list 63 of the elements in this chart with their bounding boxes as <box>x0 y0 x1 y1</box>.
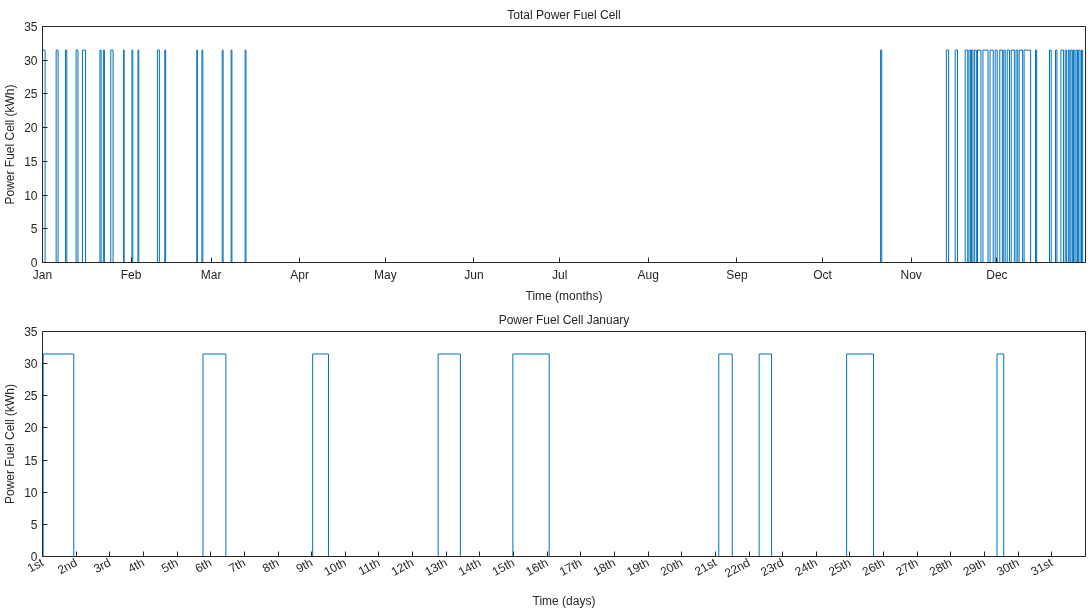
x-tick-label: Aug <box>637 267 659 282</box>
x-tick-label: 13th <box>422 555 450 579</box>
x-tick-label: 21st <box>692 555 720 579</box>
x-tick-label: 28th <box>927 555 955 579</box>
y-tick-label: 20 <box>24 421 38 436</box>
x-tick-label: 26th <box>859 555 887 579</box>
x-tick-label: Dec <box>986 267 1008 282</box>
x-tick-label: Apr <box>290 267 310 282</box>
y-tick-label: 15 <box>24 453 38 468</box>
x-axis-title: Time (months) <box>525 288 603 303</box>
chart-title: Total Power Fuel Cell <box>507 7 621 22</box>
y-axis-title: Power Fuel Cell (kWh) <box>3 84 18 205</box>
y-tick-label: 25 <box>24 389 38 404</box>
y-tick-label: 35 <box>24 20 38 34</box>
x-tick-label: 3rd <box>91 555 114 576</box>
y-tick-label: 5 <box>30 517 38 532</box>
y-tick-label: 10 <box>24 485 38 500</box>
x-tick-label: 20th <box>657 555 686 579</box>
y-tick-label: 30 <box>24 53 38 68</box>
x-tick-label: Sep <box>726 267 748 282</box>
x-tick-label: 25th <box>826 555 854 579</box>
x-tick-label: Nov <box>900 267 922 282</box>
y-tick-label: 25 <box>24 87 38 102</box>
y-tick-label: 30 <box>24 357 38 372</box>
x-tick-label: Jun <box>464 267 484 282</box>
x-tick-label: 23rd <box>758 555 787 580</box>
x-tick-label: 11th <box>355 555 383 579</box>
x-axis-title: Time (days) <box>532 593 596 608</box>
x-tick-label: Feb <box>120 267 142 282</box>
x-tick-label: 6th <box>192 555 215 576</box>
x-tick-label: 2nd <box>55 555 80 578</box>
x-tick-label: Jul <box>552 267 568 282</box>
x-tick-label: 29th <box>960 555 988 579</box>
x-tick-label: 10th <box>321 555 349 579</box>
x-tick-label: 5th <box>159 555 181 576</box>
y-tick-label: 15 <box>24 154 38 169</box>
x-tick-label: May <box>374 267 397 282</box>
x-tick-label: 7th <box>226 555 248 576</box>
x-tick-label: Jan <box>32 267 53 282</box>
x-tick-label: 31st <box>1028 555 1056 579</box>
x-tick-label: 22nd <box>722 555 753 581</box>
x-tick-label: 19th <box>624 555 652 579</box>
x-tick-label: Oct <box>813 267 833 282</box>
x-tick-label: 18th <box>590 555 618 579</box>
y-tick-label: 5 <box>30 222 38 237</box>
y-axis-title: Power Fuel Cell (kWh) <box>3 383 18 505</box>
x-tick-label: 24th <box>792 555 820 579</box>
x-tick-label: 17th <box>556 555 585 579</box>
x-tick-label: 9th <box>293 555 316 576</box>
y-tick-label: 10 <box>24 188 38 203</box>
x-tick-label: 16th <box>523 555 551 579</box>
x-tick-label: 27th <box>893 555 921 579</box>
x-tick-label: 15th <box>489 555 517 579</box>
y-tick-label: 20 <box>24 121 38 136</box>
y-tick-label: 35 <box>24 325 38 339</box>
x-tick-label: 12th <box>388 555 416 579</box>
y-tick-label: 0 <box>30 256 38 270</box>
chart-title: Power Fuel Cell January <box>498 312 630 327</box>
x-tick-label: 4th <box>125 555 147 576</box>
x-tick-label: 14th <box>456 555 484 579</box>
x-tick-label: Mar <box>200 267 222 282</box>
x-tick-label: 8th <box>260 555 282 576</box>
x-tick-label: 30th <box>994 555 1022 579</box>
